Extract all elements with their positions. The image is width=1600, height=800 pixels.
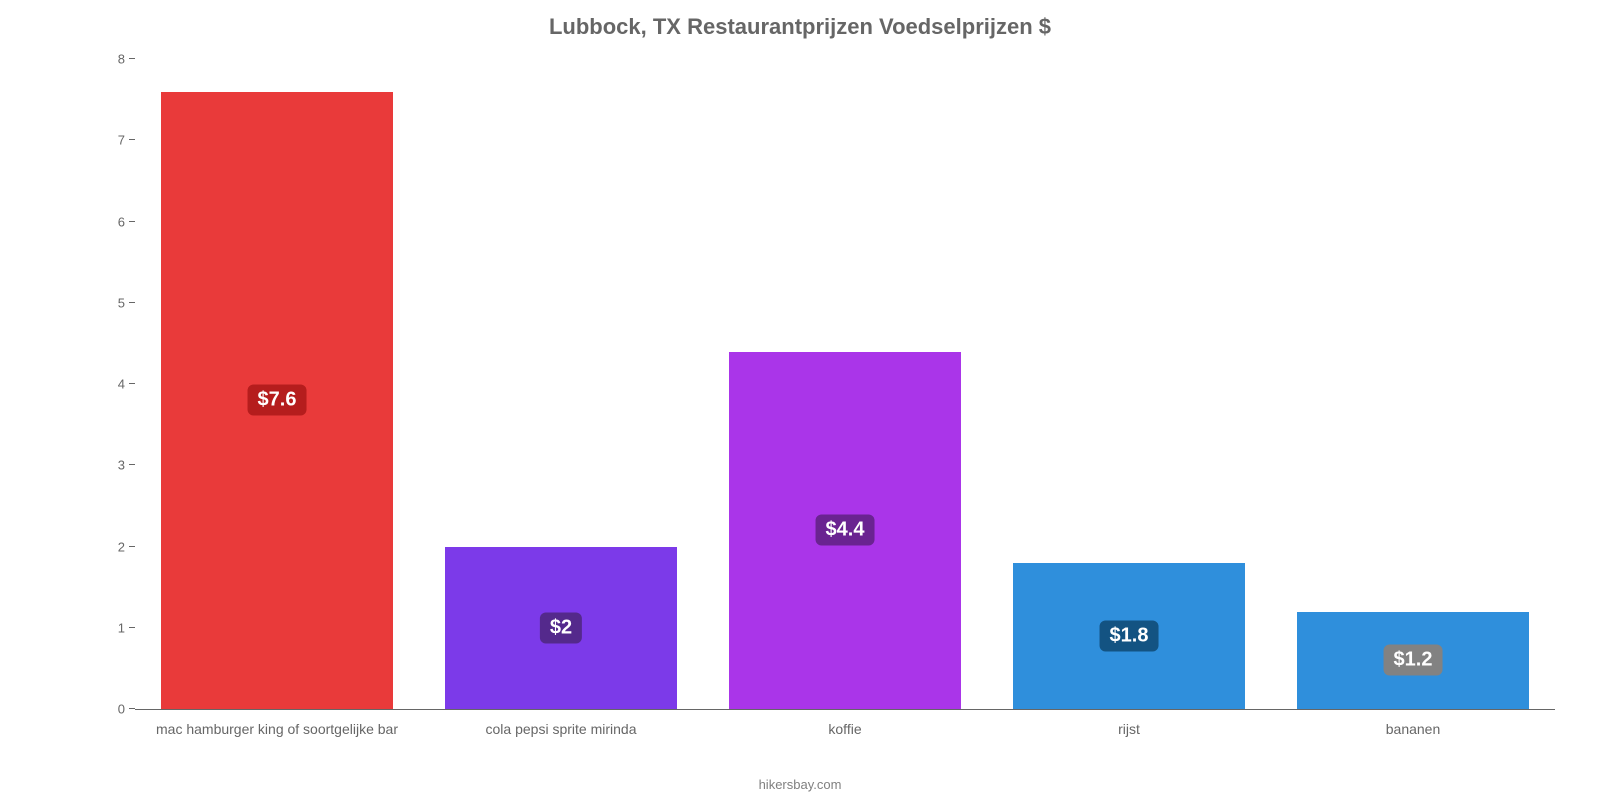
bar: $7.6: [161, 92, 394, 710]
ytick-label: 1: [118, 620, 125, 635]
bar: $1.8: [1013, 563, 1246, 709]
value-badge: $2: [540, 612, 582, 643]
value-badge: $1.8: [1100, 620, 1159, 651]
ytick-mark: [129, 464, 135, 465]
x-axis-label: cola pepsi sprite mirinda: [486, 721, 637, 737]
ytick-mark: [129, 58, 135, 59]
ytick-label: 7: [118, 133, 125, 148]
ytick-label: 4: [118, 377, 125, 392]
ytick-label: 5: [118, 295, 125, 310]
ytick-mark: [129, 302, 135, 303]
bar: $2: [445, 547, 678, 710]
ytick-mark: [129, 221, 135, 222]
ytick-label: 2: [118, 539, 125, 554]
value-badge: $4.4: [816, 515, 875, 546]
ytick-mark: [129, 546, 135, 547]
ytick-mark: [129, 139, 135, 140]
watermark: hikersbay.com: [0, 777, 1600, 792]
ytick-mark: [129, 383, 135, 384]
ytick-mark: [129, 708, 135, 709]
ytick-mark: [129, 627, 135, 628]
value-badge: $1.2: [1384, 645, 1443, 676]
value-badge: $7.6: [248, 385, 307, 416]
x-axis-label: koffie: [828, 721, 861, 737]
ytick-label: 3: [118, 458, 125, 473]
ytick-label: 8: [118, 52, 125, 67]
ytick-label: 6: [118, 214, 125, 229]
ytick-label: 0: [118, 702, 125, 717]
bar: $4.4: [729, 352, 962, 710]
bar: $1.2: [1297, 612, 1530, 710]
x-axis-label: rijst: [1118, 721, 1140, 737]
x-axis-label: bananen: [1386, 721, 1441, 737]
plot-area: 012345678$7.6mac hamburger king of soort…: [135, 60, 1555, 710]
x-axis-label: mac hamburger king of soortgelijke bar: [156, 721, 398, 737]
chart-title: Lubbock, TX Restaurantprijzen Voedselpri…: [0, 14, 1600, 40]
